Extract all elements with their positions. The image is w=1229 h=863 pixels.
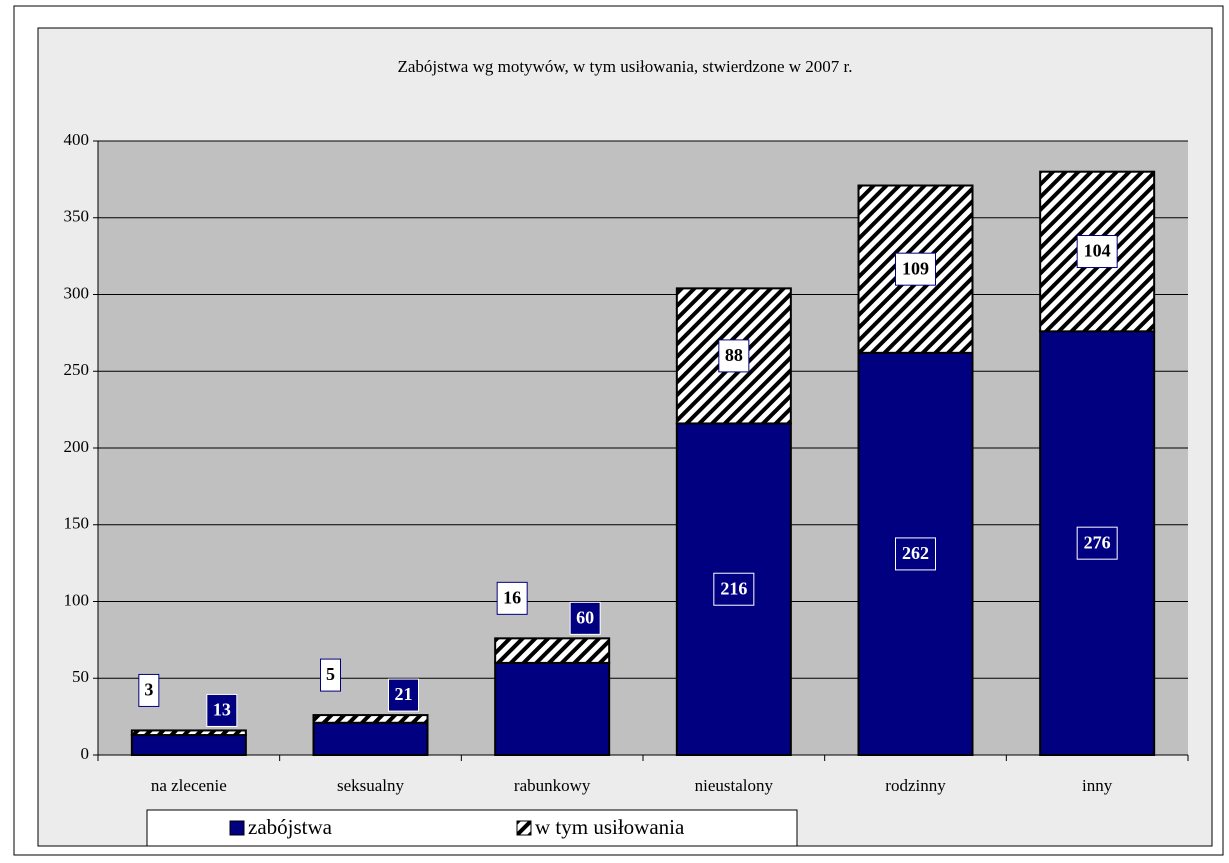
y-tick-label: 0 [81, 744, 90, 763]
data-label-box [496, 581, 528, 615]
data-label: 3 [144, 680, 153, 700]
data-label: 262 [902, 543, 929, 563]
x-tick-label: inny [1082, 776, 1113, 795]
data-label: 109 [902, 258, 929, 278]
data-label-box [569, 601, 601, 635]
x-tick-label: seksualny [337, 776, 405, 795]
bar-segment [494, 661, 611, 757]
y-tick-label: 100 [64, 590, 90, 609]
data-label: 88 [725, 345, 743, 365]
data-label: 16 [503, 587, 521, 607]
legend [146, 809, 798, 847]
y-tick-label: 250 [64, 360, 90, 379]
data-label-box [895, 252, 936, 286]
x-tick-label: na zlecenie [151, 776, 227, 795]
legend-swatch [229, 820, 245, 836]
bar-segment [312, 721, 429, 757]
y-tick-label: 350 [64, 207, 90, 226]
data-label-box [206, 693, 238, 727]
data-label-box [1076, 526, 1118, 560]
data-label-box [320, 658, 341, 692]
data-label-box [388, 678, 419, 712]
data-label-box [713, 572, 755, 606]
legend-label: zabójstwa [248, 815, 333, 839]
y-tick-label: 150 [64, 514, 90, 533]
x-tick-label: rodzinny [885, 776, 946, 795]
bar-segment [130, 729, 247, 737]
legend-swatch [516, 820, 532, 836]
data-label: 60 [576, 607, 594, 627]
data-label-box [138, 673, 160, 707]
bar-segment [494, 637, 611, 664]
y-tick-label: 50 [72, 667, 89, 686]
data-label-box [895, 537, 936, 571]
data-label: 21 [395, 684, 413, 704]
y-tick-label: 400 [64, 130, 90, 149]
data-label-box [1076, 235, 1118, 269]
bar-segment [312, 714, 429, 724]
chart-title: Zabójstwa wg motywów, w tym usiłowania, … [398, 57, 853, 76]
data-label: 13 [213, 700, 231, 720]
data-label: 216 [720, 578, 747, 598]
y-tick-label: 200 [64, 437, 90, 456]
y-tick-label: 300 [64, 283, 90, 302]
data-label: 276 [1084, 532, 1111, 552]
x-tick-label: nieustalony [695, 776, 774, 795]
bar-segment [130, 734, 247, 756]
data-label-box [718, 339, 750, 373]
data-label: 5 [326, 664, 335, 684]
data-label: 104 [1084, 241, 1111, 261]
legend-label: w tym usiłowania [535, 815, 685, 839]
x-tick-label: rabunkowy [514, 776, 591, 795]
